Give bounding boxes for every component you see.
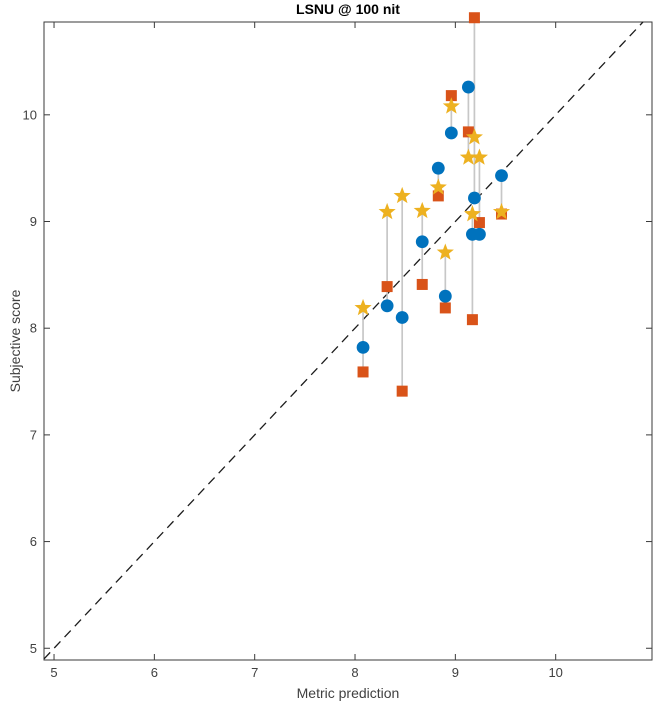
marker-circle (444, 126, 458, 140)
marker-square (432, 190, 444, 202)
marker-circle (461, 80, 475, 94)
marker-circle (473, 227, 486, 241)
marker-square (396, 385, 408, 397)
y-tick-label: 9 (30, 214, 37, 229)
marker-star (378, 202, 396, 220)
marker-circle (415, 235, 429, 249)
y-tick-label: 5 (30, 641, 37, 656)
marker-square (381, 281, 393, 293)
marker-square (439, 302, 451, 314)
marker-star (442, 97, 460, 114)
marker-square (462, 126, 474, 138)
marker-circle (495, 169, 508, 183)
chart-title: LSNU @ 100 nit (296, 1, 400, 17)
x-tick-label: 5 (50, 665, 57, 680)
marker-star (463, 205, 481, 222)
marker-star (354, 298, 372, 316)
y-axis-label: Subjective score (7, 289, 23, 393)
marker-star (429, 178, 447, 195)
marker-circle (395, 311, 409, 324)
marker-square (468, 12, 480, 24)
marker-circle (380, 299, 394, 313)
marker-star (436, 243, 454, 260)
marker-square (357, 366, 369, 378)
marker-star (393, 186, 411, 204)
marker-star (492, 202, 511, 220)
x-tick-label: 7 (251, 665, 258, 680)
marker-star (470, 148, 488, 165)
marker-square (466, 314, 478, 326)
marker-square (473, 217, 485, 229)
marker-star (459, 148, 477, 165)
marker-star (465, 128, 483, 145)
identity-line (43, 21, 644, 660)
x-axis-label: Metric prediction (296, 685, 400, 701)
x-tick-label: 6 (151, 665, 158, 680)
x-tick-label: 8 (351, 665, 358, 680)
y-tick-label: 8 (30, 321, 37, 336)
marker-square (445, 90, 457, 102)
axes-box (43, 21, 653, 661)
y-tick-label: 10 (23, 107, 37, 122)
y-tick-label: 7 (30, 427, 37, 442)
y-tick-label: 6 (30, 534, 37, 549)
marker-circle (468, 191, 481, 205)
marker-circle (431, 161, 445, 175)
marker-circle (356, 341, 370, 354)
x-tick-label: 10 (548, 665, 562, 680)
marker-square (416, 278, 428, 290)
marker-star (413, 201, 431, 219)
marker-circle (438, 289, 452, 303)
x-tick-label: 9 (452, 665, 459, 680)
